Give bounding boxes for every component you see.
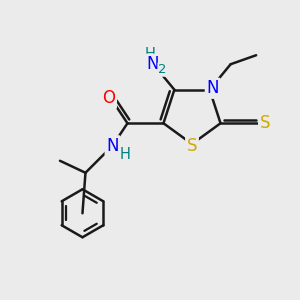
- Text: 2: 2: [158, 63, 166, 76]
- Text: S: S: [260, 114, 270, 132]
- Text: N: N: [106, 137, 119, 155]
- Text: H: H: [120, 147, 130, 162]
- Text: H: H: [145, 47, 156, 62]
- Text: O: O: [102, 89, 116, 107]
- Text: S: S: [187, 137, 197, 155]
- Text: N: N: [146, 55, 159, 73]
- Text: N: N: [206, 79, 219, 97]
